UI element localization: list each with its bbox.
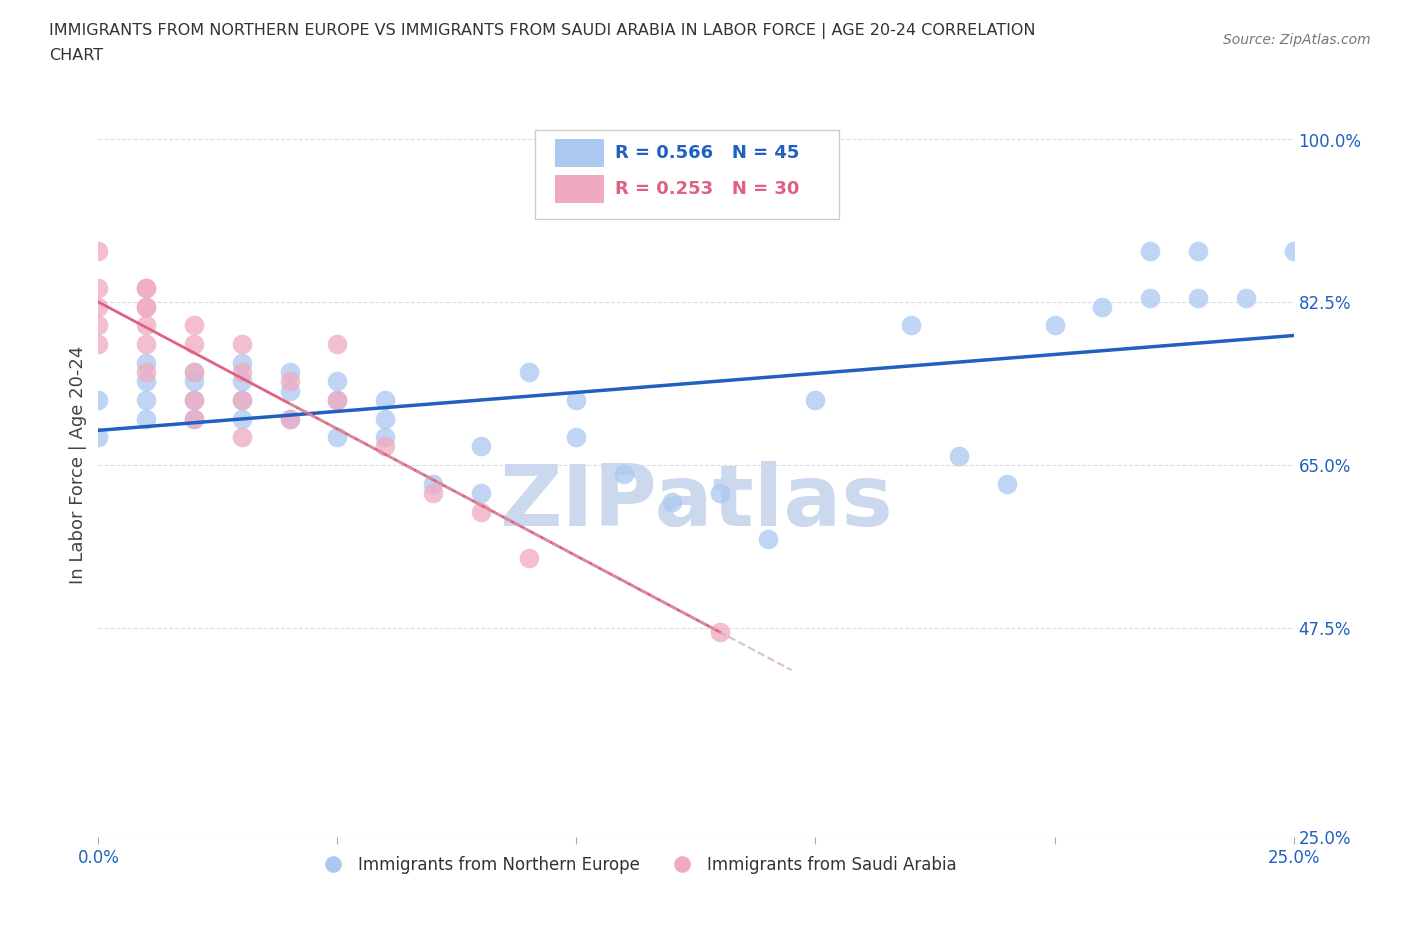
Point bbox=[326, 430, 349, 445]
Point bbox=[183, 392, 205, 407]
Point bbox=[470, 485, 492, 500]
Point bbox=[183, 365, 205, 379]
Text: R = 0.253   N = 30: R = 0.253 N = 30 bbox=[614, 180, 799, 198]
Text: CHART: CHART bbox=[49, 48, 103, 63]
Point bbox=[183, 411, 205, 426]
Point bbox=[231, 430, 253, 445]
Point bbox=[613, 467, 636, 482]
Point bbox=[183, 411, 205, 426]
Point bbox=[948, 448, 970, 463]
Point bbox=[804, 392, 827, 407]
Point bbox=[87, 392, 110, 407]
Point bbox=[135, 392, 157, 407]
Point bbox=[183, 374, 205, 389]
Point bbox=[756, 532, 779, 547]
Point bbox=[231, 365, 253, 379]
Point bbox=[183, 337, 205, 352]
Text: ZIPatlas: ZIPatlas bbox=[499, 460, 893, 544]
Point bbox=[374, 430, 396, 445]
Point bbox=[995, 476, 1018, 491]
Point bbox=[470, 439, 492, 454]
Point bbox=[183, 318, 205, 333]
Point bbox=[278, 411, 301, 426]
Point bbox=[135, 411, 157, 426]
Point bbox=[278, 365, 301, 379]
Point bbox=[1043, 318, 1066, 333]
Point bbox=[135, 299, 157, 314]
FancyBboxPatch shape bbox=[555, 140, 605, 167]
Point bbox=[517, 365, 540, 379]
Point bbox=[422, 476, 444, 491]
Point bbox=[374, 411, 396, 426]
Text: Source: ZipAtlas.com: Source: ZipAtlas.com bbox=[1223, 33, 1371, 46]
Point bbox=[278, 411, 301, 426]
Point bbox=[135, 281, 157, 296]
Point bbox=[87, 430, 110, 445]
Point bbox=[231, 411, 253, 426]
FancyBboxPatch shape bbox=[534, 130, 839, 219]
Point bbox=[135, 281, 157, 296]
Point bbox=[326, 392, 349, 407]
Point bbox=[900, 318, 922, 333]
Point bbox=[183, 392, 205, 407]
Point bbox=[565, 392, 588, 407]
Point bbox=[661, 495, 683, 510]
Legend: Immigrants from Northern Europe, Immigrants from Saudi Arabia: Immigrants from Northern Europe, Immigra… bbox=[309, 849, 963, 881]
Text: R = 0.566   N = 45: R = 0.566 N = 45 bbox=[614, 144, 799, 162]
Point bbox=[1282, 244, 1305, 259]
FancyBboxPatch shape bbox=[555, 175, 605, 203]
Point bbox=[87, 299, 110, 314]
Point bbox=[709, 625, 731, 640]
Point bbox=[1091, 299, 1114, 314]
Point bbox=[278, 383, 301, 398]
Point bbox=[87, 337, 110, 352]
Point bbox=[183, 365, 205, 379]
Point bbox=[374, 439, 396, 454]
Point bbox=[135, 318, 157, 333]
Point bbox=[1187, 244, 1209, 259]
Point bbox=[135, 337, 157, 352]
Point bbox=[565, 430, 588, 445]
Point bbox=[231, 392, 253, 407]
Point bbox=[135, 365, 157, 379]
Point bbox=[374, 392, 396, 407]
Point bbox=[326, 374, 349, 389]
Text: IMMIGRANTS FROM NORTHERN EUROPE VS IMMIGRANTS FROM SAUDI ARABIA IN LABOR FORCE |: IMMIGRANTS FROM NORTHERN EUROPE VS IMMIG… bbox=[49, 23, 1036, 39]
Point bbox=[422, 485, 444, 500]
Point bbox=[87, 318, 110, 333]
Point bbox=[231, 337, 253, 352]
Point bbox=[231, 392, 253, 407]
Point bbox=[87, 244, 110, 259]
Point bbox=[278, 374, 301, 389]
Point bbox=[1187, 290, 1209, 305]
Point bbox=[1234, 290, 1257, 305]
Point bbox=[231, 355, 253, 370]
Point bbox=[326, 337, 349, 352]
Point bbox=[1139, 290, 1161, 305]
Point bbox=[87, 281, 110, 296]
Point bbox=[1139, 244, 1161, 259]
Point bbox=[135, 355, 157, 370]
Point bbox=[135, 299, 157, 314]
Point bbox=[231, 374, 253, 389]
Point bbox=[517, 551, 540, 565]
Point bbox=[135, 374, 157, 389]
Y-axis label: In Labor Force | Age 20-24: In Labor Force | Age 20-24 bbox=[69, 346, 87, 584]
Point bbox=[470, 504, 492, 519]
Point bbox=[709, 485, 731, 500]
Point bbox=[326, 392, 349, 407]
